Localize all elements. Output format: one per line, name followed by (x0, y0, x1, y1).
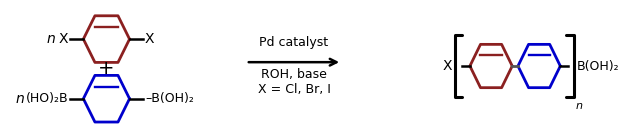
Text: n: n (46, 32, 55, 46)
Text: +: + (98, 59, 115, 78)
Text: X: X (442, 59, 452, 73)
Text: ROH, base: ROH, base (261, 68, 327, 81)
Text: X: X (145, 32, 155, 46)
Text: Pd catalyst: Pd catalyst (259, 36, 328, 49)
Text: X: X (59, 32, 68, 46)
Text: –B(OH)₂: –B(OH)₂ (145, 92, 194, 105)
Text: n: n (576, 101, 583, 111)
Text: X = Cl, Br, I: X = Cl, Br, I (257, 83, 330, 96)
Text: n: n (16, 92, 24, 106)
Text: B(OH)₂: B(OH)₂ (577, 60, 619, 72)
Text: (HO)₂B: (HO)₂B (26, 92, 68, 105)
